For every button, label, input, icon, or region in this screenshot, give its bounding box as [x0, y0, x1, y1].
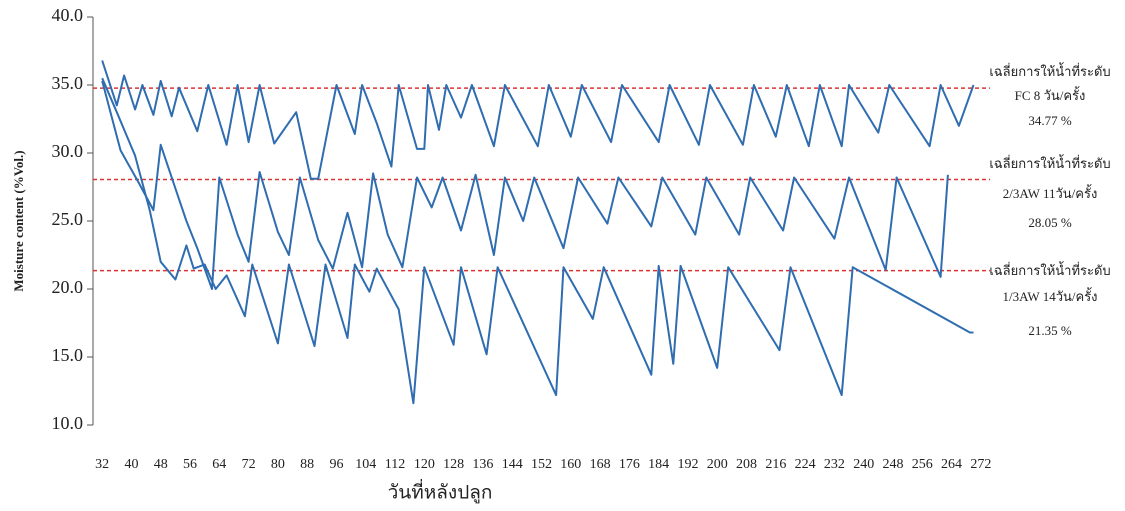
x-tick-label: 32 [95, 457, 109, 472]
x-tick-label: 80 [271, 457, 285, 472]
annotation: 1/3AW 14วัน/ครั้ง [1002, 287, 1097, 304]
annotation: 28.05 % [1028, 215, 1072, 230]
x-tick-label: 272 [970, 457, 991, 472]
x-tick-label: 112 [385, 457, 405, 472]
y-tick-label: 25.0 [52, 209, 84, 229]
y-axis-title: Moisture content (%Vol.) [11, 150, 26, 291]
series-line [102, 61, 973, 179]
annotation: FC 8 วัน/ครั้ง [1015, 86, 1086, 103]
annotation: เฉลี่ยการให้น้ำที่ระดับ [989, 261, 1110, 278]
x-tick-label: 248 [882, 457, 903, 472]
x-tick-label: 152 [531, 457, 552, 472]
y-tick-label: 30.0 [52, 141, 84, 161]
x-tick-label: 56 [183, 457, 197, 472]
x-tick-label: 144 [502, 457, 523, 472]
annotation: 2/3AW 11วัน/ครั้ง [1003, 184, 1098, 201]
x-tick-label: 64 [212, 457, 226, 472]
x-tick-label: 168 [590, 457, 611, 472]
x-tick-label: 240 [853, 457, 874, 472]
x-tick-label: 200 [707, 457, 728, 472]
y-tick-label: 20.0 [52, 277, 84, 297]
series-line [102, 81, 948, 289]
annotation: เฉลี่ยการให้น้ำที่ระดับ [989, 154, 1110, 171]
x-tick-label: 136 [472, 457, 493, 472]
x-axis-title: วันที่หลังปลูก [388, 478, 493, 503]
x-tick-label: 40 [124, 457, 138, 472]
x-tick-label: 120 [414, 457, 435, 472]
x-tick-label: 208 [736, 457, 757, 472]
x-tick-label: 232 [824, 457, 845, 472]
y-tick-label: 40.0 [52, 5, 84, 25]
x-tick-label: 264 [941, 457, 962, 472]
x-tick-label: 160 [560, 457, 581, 472]
x-tick-label: 216 [765, 457, 786, 472]
x-tick-label: 256 [912, 457, 933, 472]
x-tick-label: 88 [300, 457, 314, 472]
y-tick-label: 15.0 [52, 345, 84, 365]
series-line [102, 78, 973, 403]
annotation: 34.77 % [1028, 113, 1072, 128]
x-tick-label: 224 [795, 457, 816, 472]
x-tick-label: 96 [329, 457, 343, 472]
x-tick-label: 184 [648, 457, 669, 472]
x-tick-label: 128 [443, 457, 464, 472]
x-tick-label: 192 [677, 457, 698, 472]
x-tick-label: 104 [355, 457, 376, 472]
x-tick-label: 72 [242, 457, 256, 472]
y-tick-label: 10.0 [52, 413, 84, 433]
annotation: 21.35 % [1028, 323, 1072, 338]
x-tick-label: 48 [154, 457, 168, 472]
chart: Moisture content (%Vol.) วันที่หลังปลูก … [0, 0, 1125, 511]
x-tick-label: 176 [619, 457, 640, 472]
annotation: เฉลี่ยการให้น้ำที่ระดับ [989, 62, 1110, 79]
y-tick-label: 35.0 [52, 73, 84, 93]
